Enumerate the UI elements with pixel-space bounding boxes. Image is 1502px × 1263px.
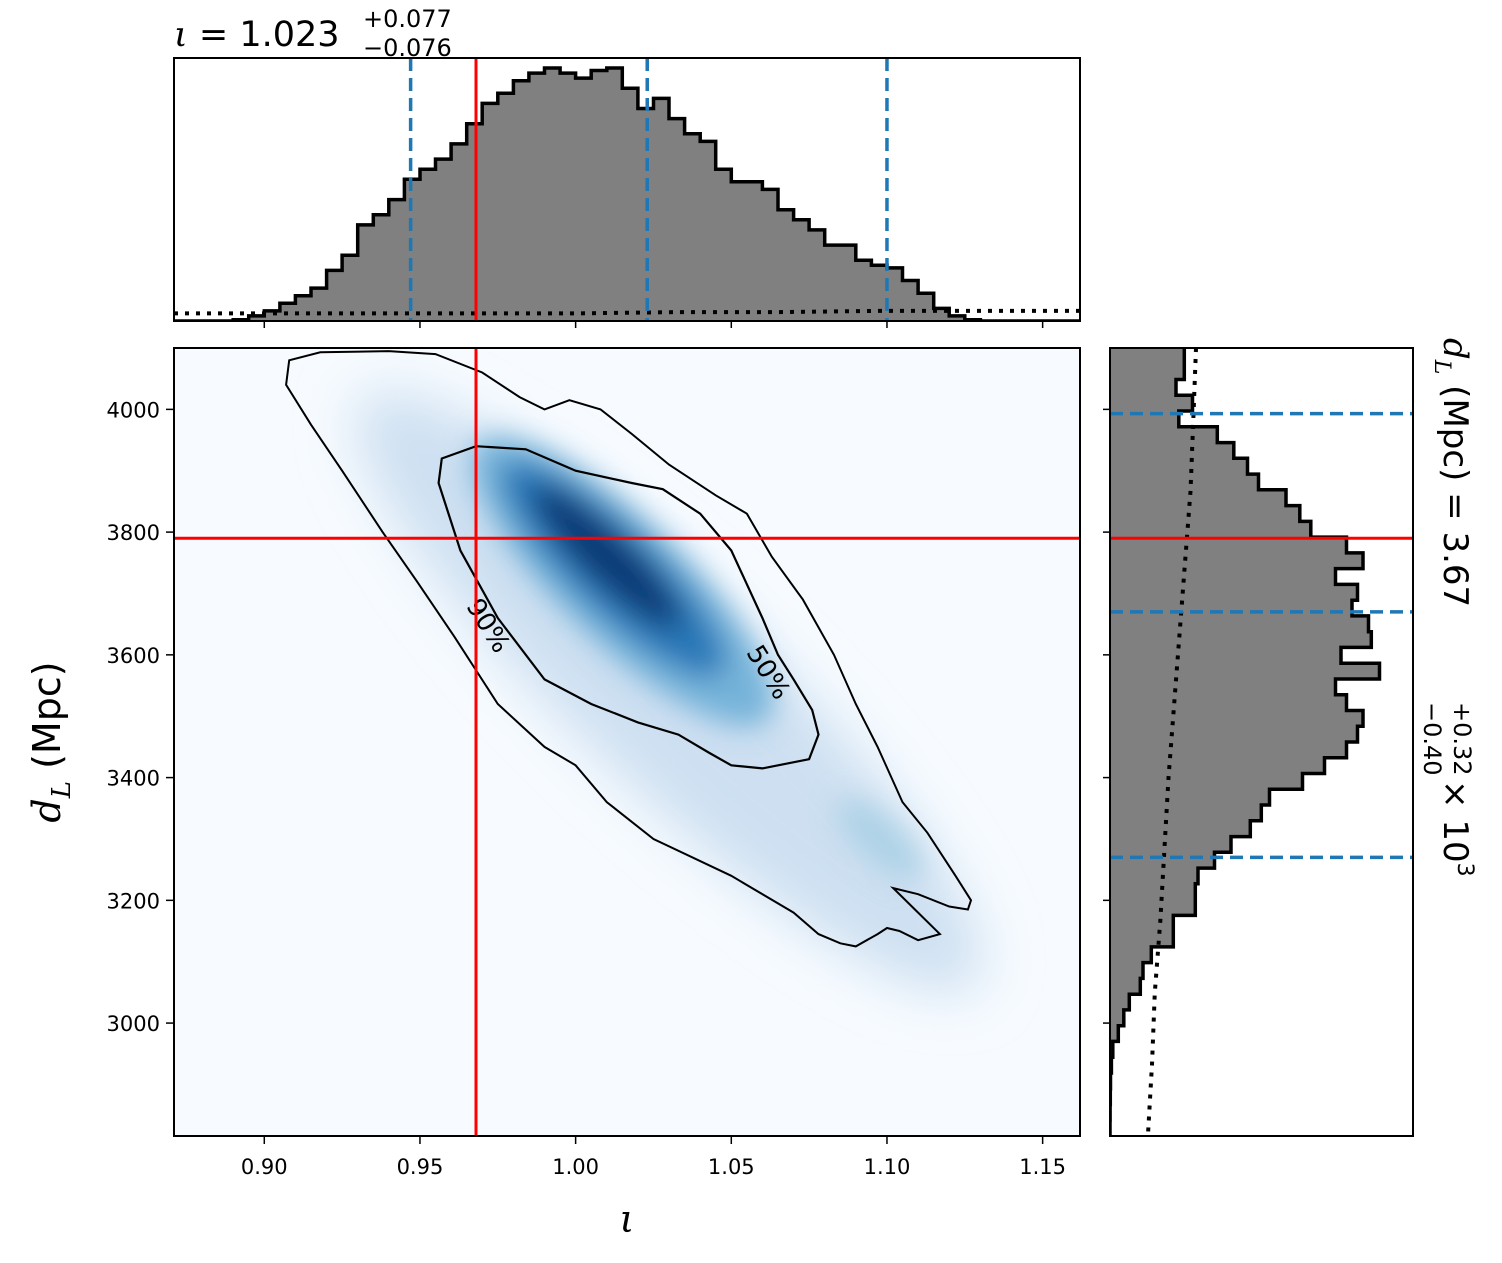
x-tick-label-5: 1.15 (1019, 1155, 1066, 1179)
y-tick-label-0: 3000 (107, 1012, 160, 1036)
density-peak (532, 485, 682, 629)
main-panel-frame (173, 347, 1081, 1137)
dL-title-symbol: d (1435, 338, 1475, 360)
iota-title-upper-err: +0.077 (363, 5, 452, 33)
x-tick-label-3: 1.05 (708, 1155, 755, 1179)
svg-text:ι = 1.023: ι = 1.023 (174, 15, 340, 55)
y-tick-label-2: 3400 (107, 767, 160, 791)
x-tick-label-4: 1.10 (864, 1155, 911, 1179)
joint-posterior-panel: 90%50% 0.90 0.95 1.00 1.05 1.10 1.15 30003200… (107, 347, 1081, 1179)
iota-title-value: 1.023 (239, 15, 339, 55)
iota-title-eq: = (188, 15, 240, 55)
iota-histogram-fill (217, 68, 996, 321)
dL-title-subscript: L (1429, 359, 1454, 375)
y-tick-label-5: 4000 (107, 398, 160, 422)
y-axis-label-symbol: d (25, 798, 69, 822)
svg-text:dL (Mpc) = 3.67: dL (Mpc) = 3.67 (1429, 338, 1475, 607)
dL-title-power-base: 10 (1435, 819, 1475, 862)
density-heatmap (354, 390, 984, 994)
x-tick-label-1: 0.95 (397, 1155, 444, 1179)
iota-histogram-edge (174, 66, 1080, 321)
dL-title-value: 3.67 (1435, 531, 1475, 607)
iota-panel-frame (173, 57, 1081, 322)
dL-title-lower-err: −0.40 (1418, 702, 1446, 776)
density-inner (471, 436, 924, 881)
dL-marginal-panel (1103, 347, 1414, 1137)
y-axis-label-unit: (Mpc) (25, 661, 69, 781)
dL-title-power-exp: 3 (1452, 863, 1477, 877)
x-axis-label: ι (620, 1197, 635, 1241)
x-tick-label-2: 1.00 (552, 1155, 599, 1179)
contour-50 (437, 445, 820, 770)
iota-prior-curve (174, 308, 1080, 316)
density-tail (838, 797, 924, 881)
y-tick-label-3: 3600 (107, 644, 160, 668)
contour-90 (285, 350, 973, 948)
dL-title-upper-err: +0.32 (1448, 702, 1476, 776)
y-axis-label: dL (Mpc) (25, 661, 77, 822)
dL-title-times: × (1435, 780, 1475, 809)
dL-summary-title: dL (Mpc) = 3.67 +0.32 −0.40 × 103 (1418, 338, 1477, 877)
dL-panel-frame (1109, 347, 1414, 1137)
iota-title-symbol: ι (174, 15, 188, 55)
y-tick-label-1: 3200 (107, 889, 160, 913)
iota-marginal-panel (173, 57, 1081, 328)
svg-text:× 103: × 103 (1435, 780, 1477, 877)
dL-histogram-fill (1110, 348, 1380, 1136)
y-axis-label-subscript: L (47, 781, 77, 799)
y-tick-label-4: 3800 (107, 521, 160, 545)
x-tick-label-0: 0.90 (241, 1155, 288, 1179)
dL-histogram-edge (1110, 348, 1382, 1136)
svg-text:dL (Mpc): dL (Mpc) (25, 661, 77, 822)
iota-summary-title: ι = 1.023 +0.077 −0.076 (174, 5, 452, 62)
dL-title-unit: (Mpc) = (1435, 374, 1475, 531)
